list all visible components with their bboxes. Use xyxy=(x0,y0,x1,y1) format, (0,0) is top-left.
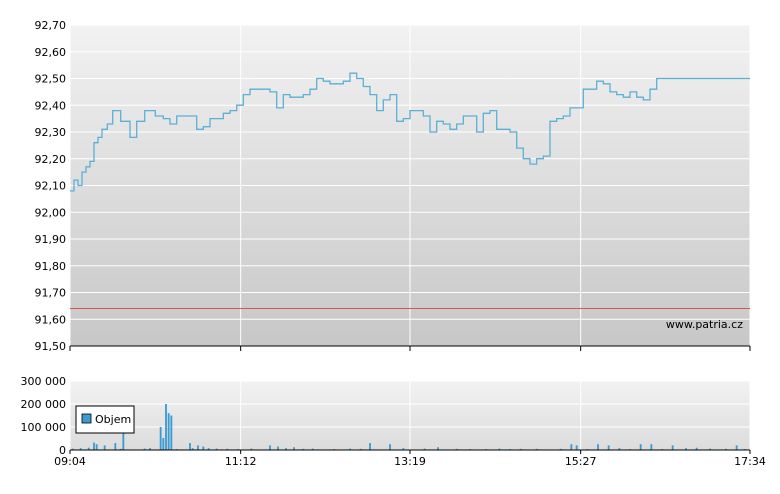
volume-bar xyxy=(189,443,191,450)
volume-bar xyxy=(93,443,95,450)
price-y-tick-label: 92,40 xyxy=(35,99,67,112)
volume-bar xyxy=(672,445,674,450)
x-tick-label: 13:19 xyxy=(394,455,426,468)
volume-bar xyxy=(269,445,271,450)
volume-bar xyxy=(170,416,172,451)
volume-bar xyxy=(96,444,98,450)
volume-bar xyxy=(197,445,199,450)
x-tick-label: 11:12 xyxy=(225,455,257,468)
x-tick-label: 09:04 xyxy=(54,455,86,468)
volume-bar xyxy=(160,427,162,450)
price-y-tick-label: 92,10 xyxy=(35,180,67,193)
price-y-tick-label: 92,00 xyxy=(35,206,67,219)
volume-y-tick-label: 300 000 xyxy=(21,375,67,388)
volume-bar xyxy=(165,404,167,450)
volume-bar xyxy=(650,444,652,450)
price-y-tick-label: 92,60 xyxy=(35,46,67,59)
price-panel: 92,70 92,60 92,50 92,40 92,30 92,20 92,10 92,00… xyxy=(35,19,751,353)
volume-bar xyxy=(104,445,106,450)
volume-y-tick-label: 100 000 xyxy=(21,421,67,434)
volume-bar xyxy=(202,447,204,450)
volume-bar xyxy=(389,444,391,450)
x-tick-label: 15:27 xyxy=(565,455,597,468)
watermark-text: www.patria.cz xyxy=(666,318,743,331)
volume-bar xyxy=(640,444,642,450)
volume-bar xyxy=(736,445,738,450)
price-y-tick-label: 91,50 xyxy=(35,340,67,353)
price-y-tick-label: 92,50 xyxy=(35,73,67,86)
x-tick-label: 17:34 xyxy=(734,455,766,468)
price-y-tick-label: 91,70 xyxy=(35,287,67,300)
volume-bar xyxy=(576,445,578,450)
volume-bar xyxy=(369,443,371,450)
legend-swatch xyxy=(82,414,91,423)
price-y-tick-label: 91,60 xyxy=(35,313,67,326)
volume-bar xyxy=(114,443,116,450)
volume-bar xyxy=(608,445,610,450)
price-y-tick-label: 91,80 xyxy=(35,260,67,273)
volume-y-tick-label: 200 000 xyxy=(21,398,67,411)
price-y-tick-label: 92,30 xyxy=(35,126,67,139)
volume-bar xyxy=(168,413,170,450)
price-y-tick-label: 92,70 xyxy=(35,19,67,32)
volume-bar xyxy=(162,438,164,450)
legend-label: Objem xyxy=(95,413,131,426)
price-y-tick-label: 92,20 xyxy=(35,153,67,166)
volume-bar xyxy=(597,444,599,450)
volume-bar xyxy=(570,444,572,450)
volume-legend: Objem xyxy=(76,406,134,433)
price-y-tick-label: 91,90 xyxy=(35,233,67,246)
volume-bar xyxy=(277,447,279,450)
